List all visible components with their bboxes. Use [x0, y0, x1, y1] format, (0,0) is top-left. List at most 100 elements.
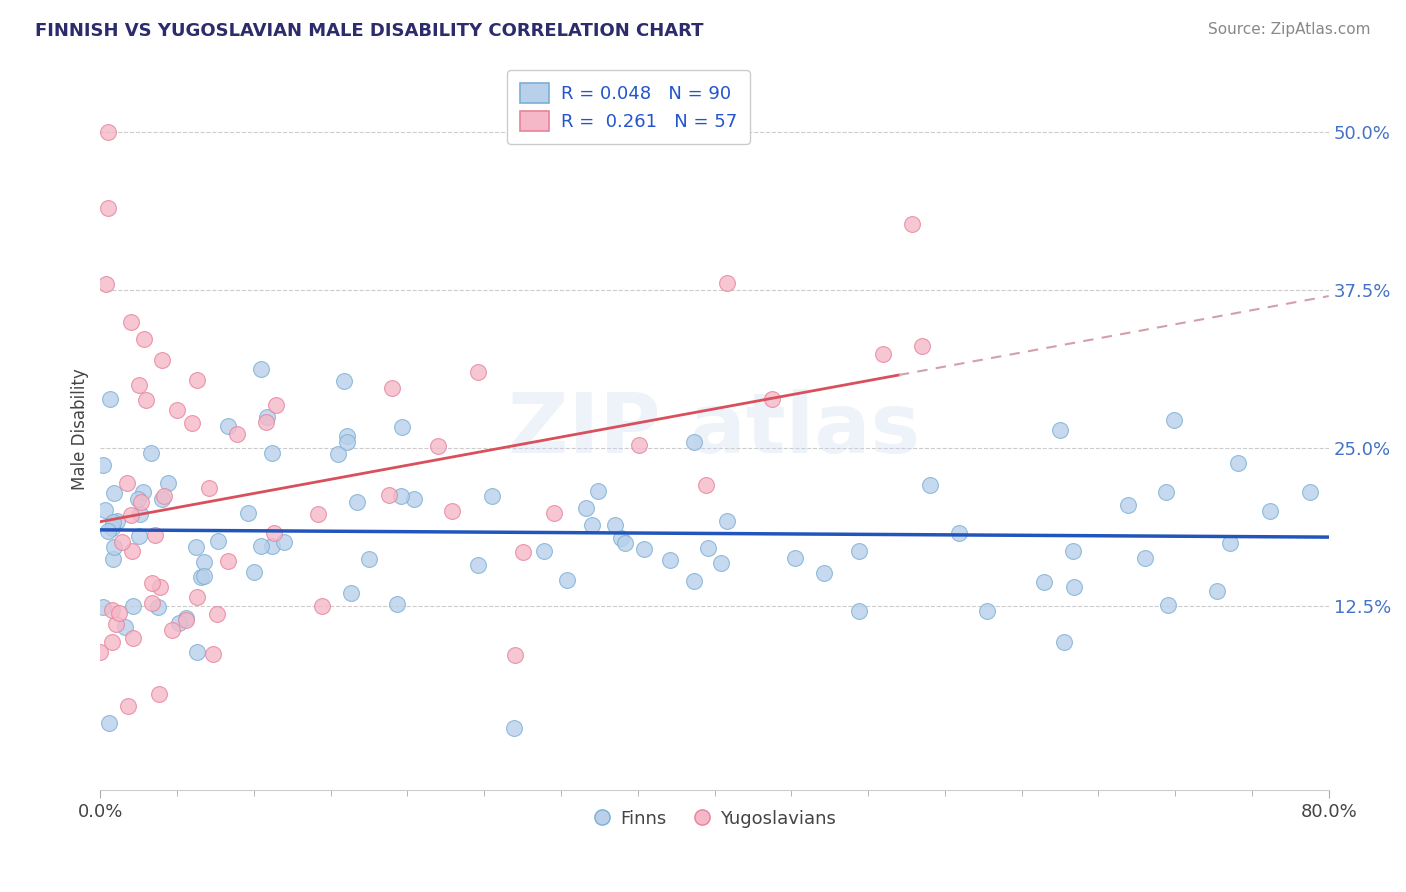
Point — [848, 604, 870, 618]
Point — [533, 544, 555, 558]
Point — [91, 458, 114, 472]
Point — [761, 392, 783, 407]
Point — [503, 721, 526, 735]
Point — [633, 541, 655, 556]
Point — [1049, 423, 1071, 437]
Point — [148, 687, 170, 701]
Point — [242, 566, 264, 580]
Point — [101, 516, 124, 530]
Point — [1157, 599, 1180, 613]
Point — [357, 552, 380, 566]
Point — [149, 581, 172, 595]
Point — [260, 446, 283, 460]
Point — [97, 715, 120, 730]
Point — [174, 613, 197, 627]
Point — [512, 545, 534, 559]
Point — [1053, 634, 1076, 648]
Point — [97, 125, 120, 139]
Point — [1218, 536, 1240, 550]
Point — [848, 544, 870, 558]
Point — [150, 352, 173, 367]
Point — [186, 645, 208, 659]
Point — [440, 503, 463, 517]
Point — [976, 604, 998, 618]
Point — [609, 532, 631, 546]
Point — [101, 634, 124, 648]
Point — [94, 503, 117, 517]
Point — [193, 569, 215, 583]
Point — [872, 347, 894, 361]
Point — [104, 616, 127, 631]
Point — [97, 201, 120, 215]
Point — [588, 483, 610, 498]
Point — [264, 398, 287, 412]
Point — [101, 603, 124, 617]
Point — [1133, 550, 1156, 565]
Point — [262, 539, 284, 553]
Point — [207, 607, 229, 621]
Point — [1063, 580, 1085, 594]
Point — [307, 508, 329, 522]
Point — [336, 435, 359, 450]
Point — [101, 551, 124, 566]
Point — [120, 508, 142, 522]
Point — [614, 536, 637, 550]
Point — [127, 491, 149, 506]
Text: ZIP atlas: ZIP atlas — [509, 389, 921, 470]
Point — [1299, 485, 1322, 500]
Point — [148, 599, 170, 614]
Point — [121, 631, 143, 645]
Point — [378, 488, 401, 502]
Point — [628, 438, 651, 452]
Point — [135, 392, 157, 407]
Point — [249, 539, 271, 553]
Point — [695, 478, 717, 492]
Point — [166, 403, 188, 417]
Point — [97, 524, 120, 538]
Point — [91, 600, 114, 615]
Point — [1163, 413, 1185, 427]
Point — [105, 514, 128, 528]
Point — [96, 277, 118, 291]
Point — [186, 590, 208, 604]
Point — [217, 418, 239, 433]
Point — [103, 485, 125, 500]
Point — [117, 699, 139, 714]
Point — [311, 599, 333, 614]
Point — [783, 550, 806, 565]
Point — [156, 475, 179, 490]
Point — [273, 535, 295, 549]
Point — [131, 484, 153, 499]
Point — [901, 217, 924, 231]
Point — [139, 445, 162, 459]
Point — [1156, 485, 1178, 500]
Point — [117, 476, 139, 491]
Point — [129, 507, 152, 521]
Point — [236, 506, 259, 520]
Point — [1227, 457, 1250, 471]
Point — [217, 554, 239, 568]
Point — [948, 525, 970, 540]
Point — [1258, 504, 1281, 518]
Point — [143, 528, 166, 542]
Point — [141, 596, 163, 610]
Point — [186, 373, 208, 387]
Point — [1116, 498, 1139, 512]
Point — [128, 378, 150, 392]
Point — [427, 439, 450, 453]
Point — [129, 495, 152, 509]
Point — [89, 644, 111, 658]
Legend: Finns, Yugoslavians: Finns, Yugoslavians — [586, 803, 844, 835]
Point — [467, 365, 489, 379]
Point — [910, 339, 932, 353]
Point — [134, 332, 156, 346]
Point — [107, 606, 129, 620]
Point — [380, 381, 402, 395]
Point — [120, 315, 142, 329]
Point — [1062, 543, 1084, 558]
Point — [467, 558, 489, 572]
Point — [581, 518, 603, 533]
Point — [389, 489, 412, 503]
Point — [346, 495, 368, 509]
Point — [254, 415, 277, 429]
